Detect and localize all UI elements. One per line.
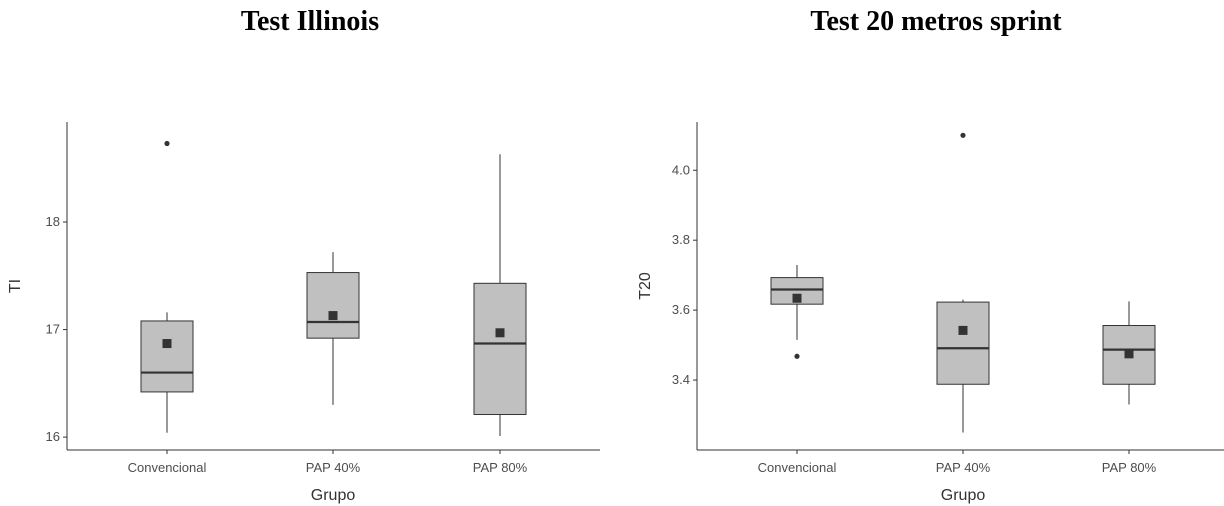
y-axis-label: TI bbox=[7, 279, 24, 293]
box-iqr bbox=[140, 320, 194, 393]
x-tick-label: Convencional bbox=[758, 460, 837, 475]
x-axis-label: Grupo bbox=[311, 487, 356, 504]
box-iqr bbox=[936, 301, 990, 385]
mean-marker bbox=[1124, 349, 1134, 359]
outlier-point bbox=[164, 140, 170, 147]
y-tick-label: 3.8 bbox=[672, 232, 690, 247]
mean-marker bbox=[162, 339, 172, 349]
chart-title-illinois: Test Illinois bbox=[240, 6, 380, 37]
x-axis-label: Grupo bbox=[941, 487, 986, 504]
y-tick-label: 4.0 bbox=[672, 162, 690, 177]
box-iqr bbox=[473, 282, 527, 416]
mean-marker bbox=[958, 325, 968, 335]
chart-title-sprint: Test 20 metros sprint bbox=[810, 6, 1062, 37]
y-tick-label: 18 bbox=[46, 214, 60, 229]
x-tick-label: PAP 80% bbox=[1102, 460, 1157, 475]
y-tick-label: 3.6 bbox=[672, 302, 690, 317]
x-tick-label: Convencional bbox=[128, 460, 207, 475]
mean-marker bbox=[328, 311, 338, 321]
mean-marker bbox=[792, 293, 802, 303]
outlier-point bbox=[794, 353, 800, 359]
x-tick-label: PAP 40% bbox=[306, 460, 361, 475]
x-tick-label: PAP 80% bbox=[473, 460, 528, 475]
x-tick-label: PAP 40% bbox=[936, 460, 991, 475]
box-iqr bbox=[306, 272, 360, 339]
outlier-point bbox=[960, 132, 966, 138]
y-tick-label: 16 bbox=[46, 429, 60, 444]
y-axis-label: T20 bbox=[637, 272, 654, 300]
mean-marker bbox=[495, 328, 505, 338]
y-tick-label: 17 bbox=[46, 322, 60, 337]
y-tick-label: 3.4 bbox=[672, 372, 690, 387]
